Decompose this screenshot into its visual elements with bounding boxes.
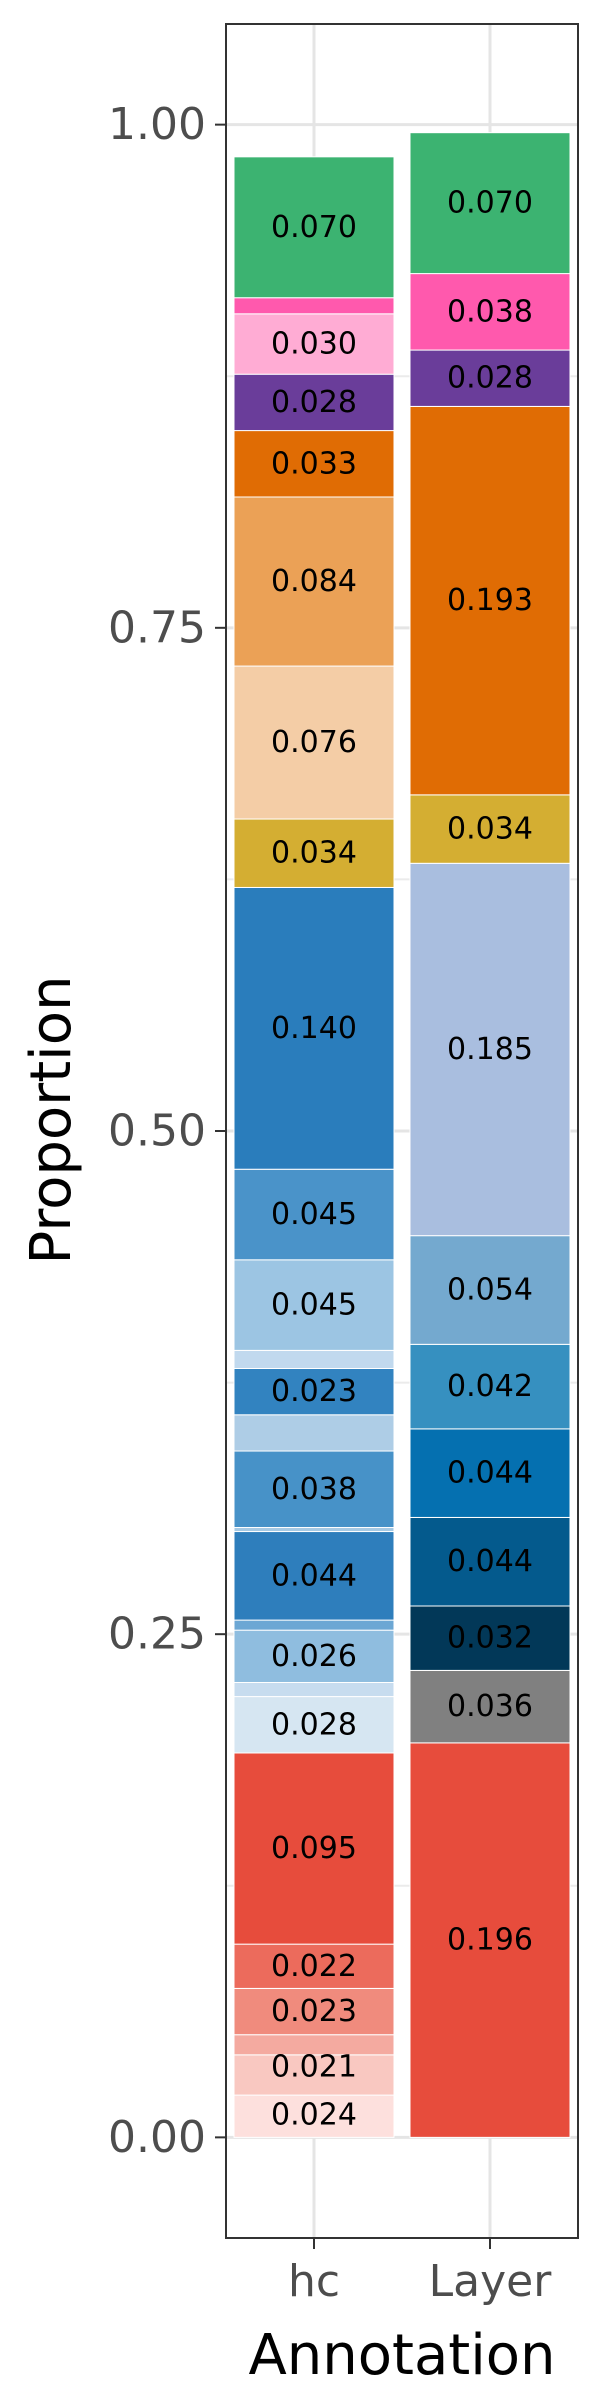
bar-segment [233, 1259, 395, 1351]
bar-segment [409, 1669, 571, 1744]
segment-value-label: 0.028 [271, 385, 357, 420]
y-tick-label: 0.25 [108, 1609, 206, 1660]
segment-value-label: 0.030 [271, 327, 357, 362]
segment-value-label: 0.084 [271, 564, 357, 599]
bar-segment [233, 156, 395, 299]
bar-segment [233, 1349, 395, 1370]
bar-segment [233, 1450, 395, 1529]
bar-segment [409, 1516, 571, 1607]
segment-value-label: 0.045 [271, 1197, 357, 1232]
segment-value-label: 0.044 [447, 1456, 533, 1491]
segment-value-label: 0.024 [271, 2098, 357, 2133]
segment-value-label: 0.021 [271, 2049, 357, 2084]
bar-segment [233, 1619, 395, 1631]
bar-segment [233, 1987, 395, 2036]
segment-value-label: 0.070 [447, 186, 533, 221]
segment-value-label: 0.196 [447, 1923, 533, 1958]
bar-segment [233, 2094, 395, 2138]
bar-segment [409, 273, 571, 351]
segment-value-label: 0.042 [447, 1369, 533, 1404]
y-tick-label: 0.75 [108, 602, 206, 653]
x-axis: hc Layer [288, 2238, 552, 2307]
segment-value-label: 0.028 [271, 1707, 357, 1742]
segment-value-label: 0.038 [271, 1472, 357, 1507]
y-tick-label: 0.50 [108, 1106, 206, 1157]
segment-value-label: 0.044 [447, 1544, 533, 1579]
bar-segment [233, 2054, 395, 2096]
segment-value-label: 0.034 [447, 812, 533, 847]
bar-segment [233, 1681, 395, 1698]
bar-segment [233, 1752, 395, 1945]
segment-value-label: 0.023 [271, 1374, 357, 1409]
bar-segment [233, 1531, 395, 1621]
segment-value-label: 0.070 [271, 210, 357, 245]
segment-value-label: 0.028 [447, 361, 533, 396]
segment-value-label: 0.054 [447, 1273, 533, 1308]
segment-value-label: 0.038 [447, 294, 533, 329]
x-tick-label: hc [288, 2256, 340, 2307]
segment-value-label: 0.193 [447, 583, 533, 618]
segment-value-label: 0.026 [271, 1639, 357, 1674]
bars [233, 132, 571, 2138]
bar-segment [409, 1235, 571, 1345]
segment-value-label: 0.036 [447, 1689, 533, 1724]
bar-segment [233, 1943, 395, 1989]
segment-value-label: 0.095 [271, 1831, 357, 1866]
segment-value-label: 0.076 [271, 725, 357, 760]
y-axis: 0.00 0.25 0.50 0.75 1.00 [108, 99, 226, 2163]
bar-segment [409, 794, 571, 864]
bar-segment [233, 1629, 395, 1683]
bar-segment [409, 132, 571, 275]
bar-segment [409, 1742, 571, 2138]
bar-segment [233, 1368, 395, 1416]
x-axis-title: Annotation [248, 2323, 555, 2388]
segment-value-label: 0.023 [271, 1994, 357, 2029]
bar-segment [233, 818, 395, 888]
bar-segment [233, 886, 395, 1170]
segment-value-label: 0.140 [271, 1011, 357, 1046]
bar-segment [409, 1343, 571, 1430]
y-tick-label: 1.00 [108, 99, 206, 150]
segment-value-label: 0.033 [271, 446, 357, 481]
bar-segment [233, 1527, 395, 1533]
bar-segment [233, 430, 395, 498]
bar-segment [233, 297, 395, 315]
bar-segment [409, 1428, 571, 1518]
bar-segment [233, 1168, 395, 1261]
segment-value-label: 0.032 [447, 1621, 533, 1656]
y-axis-title: Proportion [19, 976, 84, 1265]
bar-segment [409, 862, 571, 1237]
bar-segment [233, 313, 395, 375]
bar-segment [233, 665, 395, 820]
bar-segment [409, 405, 571, 796]
bar-segment [233, 373, 395, 432]
bar-segment [409, 349, 571, 407]
segment-value-label: 0.034 [271, 836, 357, 871]
segment-value-label: 0.045 [271, 1288, 357, 1323]
y-tick-label: 0.00 [108, 2112, 206, 2163]
bar-segment [233, 496, 395, 667]
segment-labels: 0.024 0.021 0.023 0.022 0.095 0.028 0.026 0.044… [271, 186, 533, 2133]
bar-segment [409, 1605, 571, 1671]
bar-segment [233, 1696, 395, 1754]
segment-value-label: 0.044 [271, 1558, 357, 1593]
x-tick-label: Layer [429, 2256, 553, 2307]
bar-segment [233, 1414, 395, 1452]
segment-value-label: 0.185 [447, 1032, 533, 1067]
segment-value-label: 0.022 [271, 1949, 357, 1984]
